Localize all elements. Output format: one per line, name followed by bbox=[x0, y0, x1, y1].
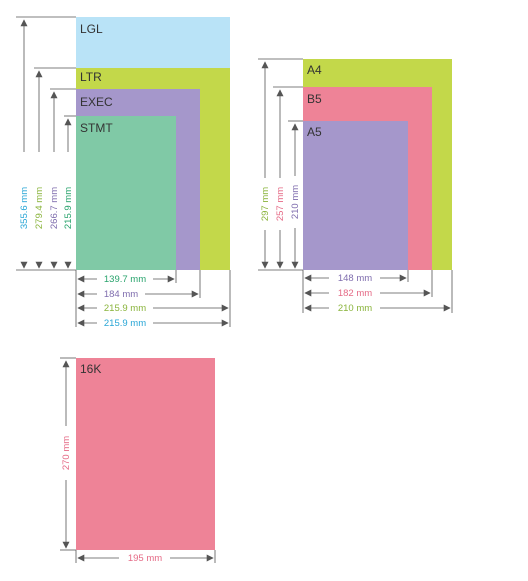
width-label-a5: 148 mm bbox=[338, 273, 372, 284]
iso-paper-group: A4 B5 A5 297 mm 257 mm 210 mm bbox=[258, 58, 453, 314]
paper-stmt bbox=[76, 116, 176, 270]
height-label-lgl: 355.6 mm bbox=[19, 187, 30, 229]
width-label-lgl: 215.9 mm bbox=[104, 318, 146, 329]
label-ltr: LTR bbox=[80, 70, 102, 84]
label-b5: B5 bbox=[307, 92, 322, 106]
height-label-a4: 297 mm bbox=[260, 187, 271, 221]
paper-16k bbox=[76, 358, 215, 550]
height-label-stmt: 215.9 mm bbox=[63, 187, 74, 229]
height-label-16k: 270 mm bbox=[61, 436, 72, 470]
width-label-a4: 210 mm bbox=[338, 303, 372, 314]
label-a5: A5 bbox=[307, 125, 322, 139]
width-label-exec: 184 mm bbox=[104, 289, 138, 300]
k16-paper-group: 16K 270 mm 195 mm bbox=[60, 357, 216, 564]
label-stmt: STMT bbox=[80, 121, 113, 135]
label-exec: EXEC bbox=[80, 95, 113, 109]
label-a4: A4 bbox=[307, 63, 322, 77]
height-label-b5: 257 mm bbox=[275, 187, 286, 221]
us-paper-group: LGL LTR EXEC STMT 355.6 mm bbox=[16, 16, 231, 329]
width-label-ltr: 215.9 mm bbox=[104, 303, 146, 314]
width-label-b5: 182 mm bbox=[338, 288, 372, 299]
width-label-16k: 195 mm bbox=[128, 553, 162, 564]
height-label-exec: 266.7 mm bbox=[49, 187, 60, 229]
paper-a5 bbox=[303, 121, 408, 270]
height-label-a5: 210 mm bbox=[290, 185, 301, 219]
width-label-stmt: 139.7 mm bbox=[104, 274, 146, 285]
label-16k: 16K bbox=[80, 362, 101, 376]
height-label-ltr: 279.4 mm bbox=[34, 187, 45, 229]
label-lgl: LGL bbox=[80, 22, 103, 36]
